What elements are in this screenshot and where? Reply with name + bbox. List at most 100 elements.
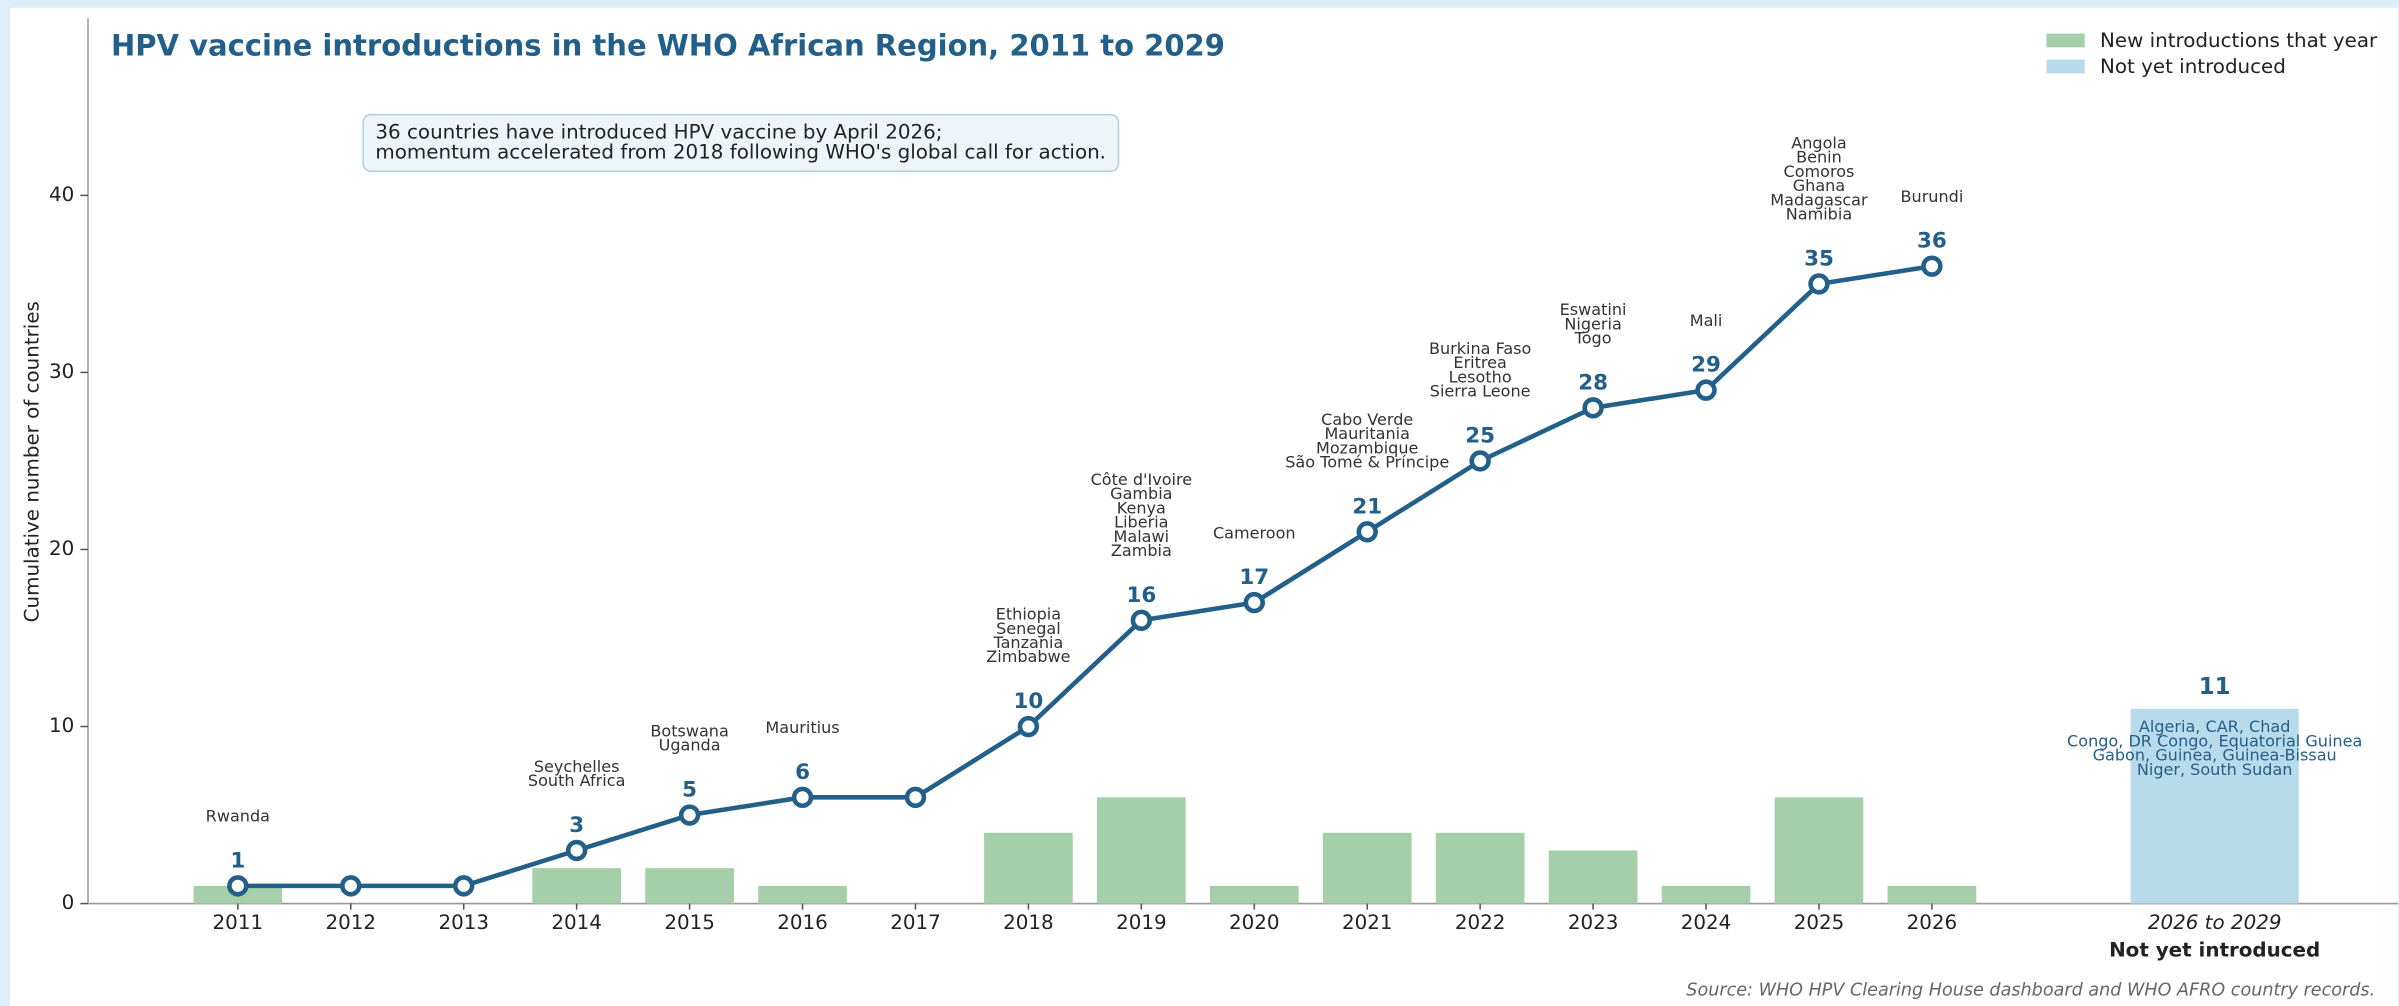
chart-title: HPV vaccine introductions in the WHO Afr…	[111, 28, 1225, 62]
bar	[1322, 832, 1412, 904]
country-label: South Africa	[528, 771, 626, 790]
cumulative-point	[1695, 379, 1717, 401]
country-label: Mauritius	[765, 718, 839, 737]
value-label: 3	[569, 813, 584, 838]
cumulative-point	[227, 875, 249, 897]
x-tick-label: 2020	[1229, 911, 1280, 934]
bar	[532, 868, 621, 904]
legend-label: Not yet introduced	[2100, 55, 2286, 78]
note-text: momentum accelerated from 2018 following…	[375, 140, 1106, 163]
not-yet-countries: Gabon, Guinea, Guinea-Bissau	[2093, 746, 2337, 765]
cumulative-point	[1921, 255, 1943, 277]
bar	[984, 832, 1073, 904]
country-label: Rwanda	[206, 807, 270, 826]
value-label: 29	[1691, 353, 1721, 378]
value-label: 6	[795, 760, 810, 785]
country-label: Mauritania	[1324, 424, 1410, 443]
value-label: 21	[1352, 494, 1382, 519]
country-label: Liberia	[1114, 513, 1168, 532]
bar	[1661, 885, 1751, 904]
cumulative-point	[1356, 521, 1378, 543]
x-tick-label: 2015	[664, 911, 715, 934]
country-label: Ghana	[1793, 176, 1845, 195]
not-yet-countries: Niger, South Sudan	[2137, 760, 2293, 779]
not-yet-countries: Algeria, CAR, Chad	[2139, 717, 2291, 736]
cumulative-point	[1808, 273, 1830, 295]
cumulative-point	[565, 839, 588, 862]
cumulative-point	[340, 875, 362, 897]
country-label: Mozambique	[1316, 438, 1419, 457]
cumulative-point	[1582, 397, 1604, 419]
cumulative-point	[1017, 715, 1040, 738]
country-label: Nigeria	[1564, 314, 1621, 333]
bar	[1887, 885, 1977, 904]
x-tick-label: 2024	[1681, 911, 1732, 934]
y-axis-label: Cumulative number of countries	[20, 301, 43, 622]
value-label: 1	[230, 848, 245, 873]
country-label: Malawi	[1114, 527, 1170, 546]
x-tick-label: 2017	[890, 911, 941, 934]
not-yet-bar	[2130, 708, 2299, 904]
x-tick-label: 2026	[1907, 911, 1958, 934]
bar	[1097, 797, 1186, 904]
bar	[758, 885, 847, 904]
country-label: Sierra Leone	[1430, 382, 1531, 401]
country-label: Cameroon	[1213, 523, 1296, 542]
x-tick-label: 2022	[1455, 911, 1506, 934]
country-label: São Tomé & Príncipe	[1285, 452, 1449, 471]
country-label: Zimbabwe	[986, 647, 1070, 666]
country-label: Angola	[1791, 134, 1846, 153]
value-label: 16	[1126, 583, 1156, 608]
note-text: 36 countries have introduced HPV vaccine…	[375, 121, 942, 144]
country-label: Tanzania	[992, 633, 1063, 652]
cumulative-point	[1243, 591, 1265, 614]
y-tick-label: 10	[49, 714, 74, 737]
bar	[1435, 832, 1525, 904]
cumulative-point	[904, 786, 927, 809]
cumulative-point	[1469, 450, 1491, 472]
not-yet-axis-label: Not yet introduced	[2109, 938, 2320, 961]
legend-swatch	[2046, 59, 2085, 74]
country-label: Senegal	[996, 619, 1061, 638]
country-label: Burkina Faso	[1429, 339, 1531, 358]
cumulative-point	[1130, 609, 1153, 631]
country-label: Kenya	[1117, 498, 1166, 517]
source: Source: WHO HPV Clearing House dashboard…	[1686, 981, 2375, 1001]
x-tick-label: 2014	[551, 911, 602, 934]
country-label: Benin	[1796, 148, 1842, 167]
country-label: Eswatini	[1560, 300, 1627, 319]
y-tick-label: 20	[49, 537, 74, 560]
value-label: 35	[1804, 246, 1834, 271]
bar	[645, 868, 734, 904]
legend-label: New introductions that year	[2100, 29, 2378, 52]
bar	[1548, 850, 1638, 904]
cumulative-line	[237, 263, 1933, 889]
cumulative-point	[678, 804, 701, 826]
country-label: Botswana	[650, 722, 728, 741]
note-box	[362, 113, 1120, 172]
country-label: Uganda	[659, 736, 721, 755]
value-label: 17	[1239, 565, 1269, 590]
bar	[1774, 797, 1864, 904]
country-label: Gambia	[1110, 484, 1172, 503]
country-label: Eritrea	[1453, 353, 1506, 372]
value-label: 36	[1917, 229, 1947, 254]
value-label: 5	[682, 778, 697, 803]
x-tick-label: 2023	[1568, 911, 1619, 934]
x-tick-label: 2019	[1116, 911, 1167, 934]
y-tick-label: 40	[49, 183, 74, 206]
country-label: Côte d'Ivoire	[1091, 470, 1193, 489]
value-label: 28	[1578, 370, 1608, 395]
country-label: Namibia	[1786, 205, 1852, 224]
x-tick-label: 2011	[213, 911, 264, 934]
country-label: Comoros	[1784, 162, 1855, 181]
country-label: Ethiopia	[996, 605, 1061, 624]
country-label: Lesotho	[1449, 367, 1512, 386]
legend-swatch	[2046, 33, 2085, 48]
not-yet-category: 2026 to 2029	[2148, 911, 2282, 934]
x-tick-label: 2018	[1003, 911, 1054, 934]
not-yet-value: 11	[2199, 674, 2231, 700]
country-label: Seychelles	[534, 757, 620, 776]
